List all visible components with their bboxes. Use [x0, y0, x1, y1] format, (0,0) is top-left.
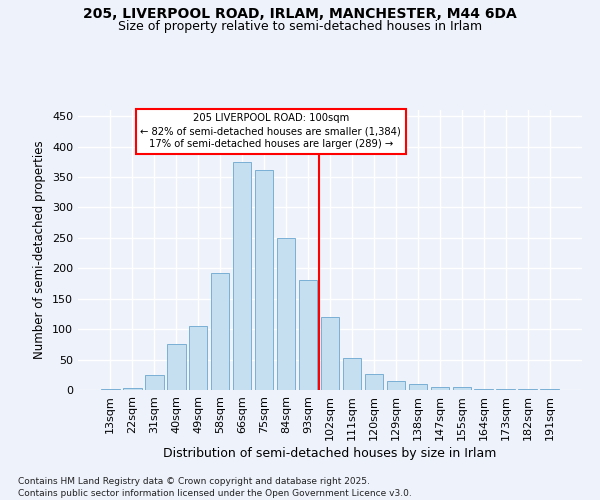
Bar: [452, 387, 471, 390]
Bar: [343, 358, 361, 390]
Bar: [101, 389, 119, 390]
Bar: [299, 280, 317, 390]
Bar: [431, 387, 449, 390]
Text: 205, LIVERPOOL ROAD, IRLAM, MANCHESTER, M44 6DA: 205, LIVERPOOL ROAD, IRLAM, MANCHESTER, …: [83, 8, 517, 22]
Bar: [277, 238, 295, 390]
Bar: [475, 389, 493, 390]
Bar: [255, 170, 274, 390]
Bar: [123, 388, 142, 390]
Bar: [211, 272, 229, 390]
Bar: [189, 326, 208, 390]
Text: 205 LIVERPOOL ROAD: 100sqm
← 82% of semi-detached houses are smaller (1,384)
17%: 205 LIVERPOOL ROAD: 100sqm ← 82% of semi…: [140, 113, 401, 150]
Bar: [145, 375, 164, 390]
Bar: [167, 344, 185, 390]
Bar: [365, 374, 383, 390]
Y-axis label: Number of semi-detached properties: Number of semi-detached properties: [34, 140, 46, 360]
X-axis label: Distribution of semi-detached houses by size in Irlam: Distribution of semi-detached houses by …: [163, 447, 497, 460]
Bar: [409, 384, 427, 390]
Text: Size of property relative to semi-detached houses in Irlam: Size of property relative to semi-detach…: [118, 20, 482, 33]
Bar: [233, 162, 251, 390]
Text: Contains HM Land Registry data © Crown copyright and database right 2025.
Contai: Contains HM Land Registry data © Crown c…: [18, 476, 412, 498]
Bar: [320, 317, 340, 390]
Bar: [386, 382, 405, 390]
